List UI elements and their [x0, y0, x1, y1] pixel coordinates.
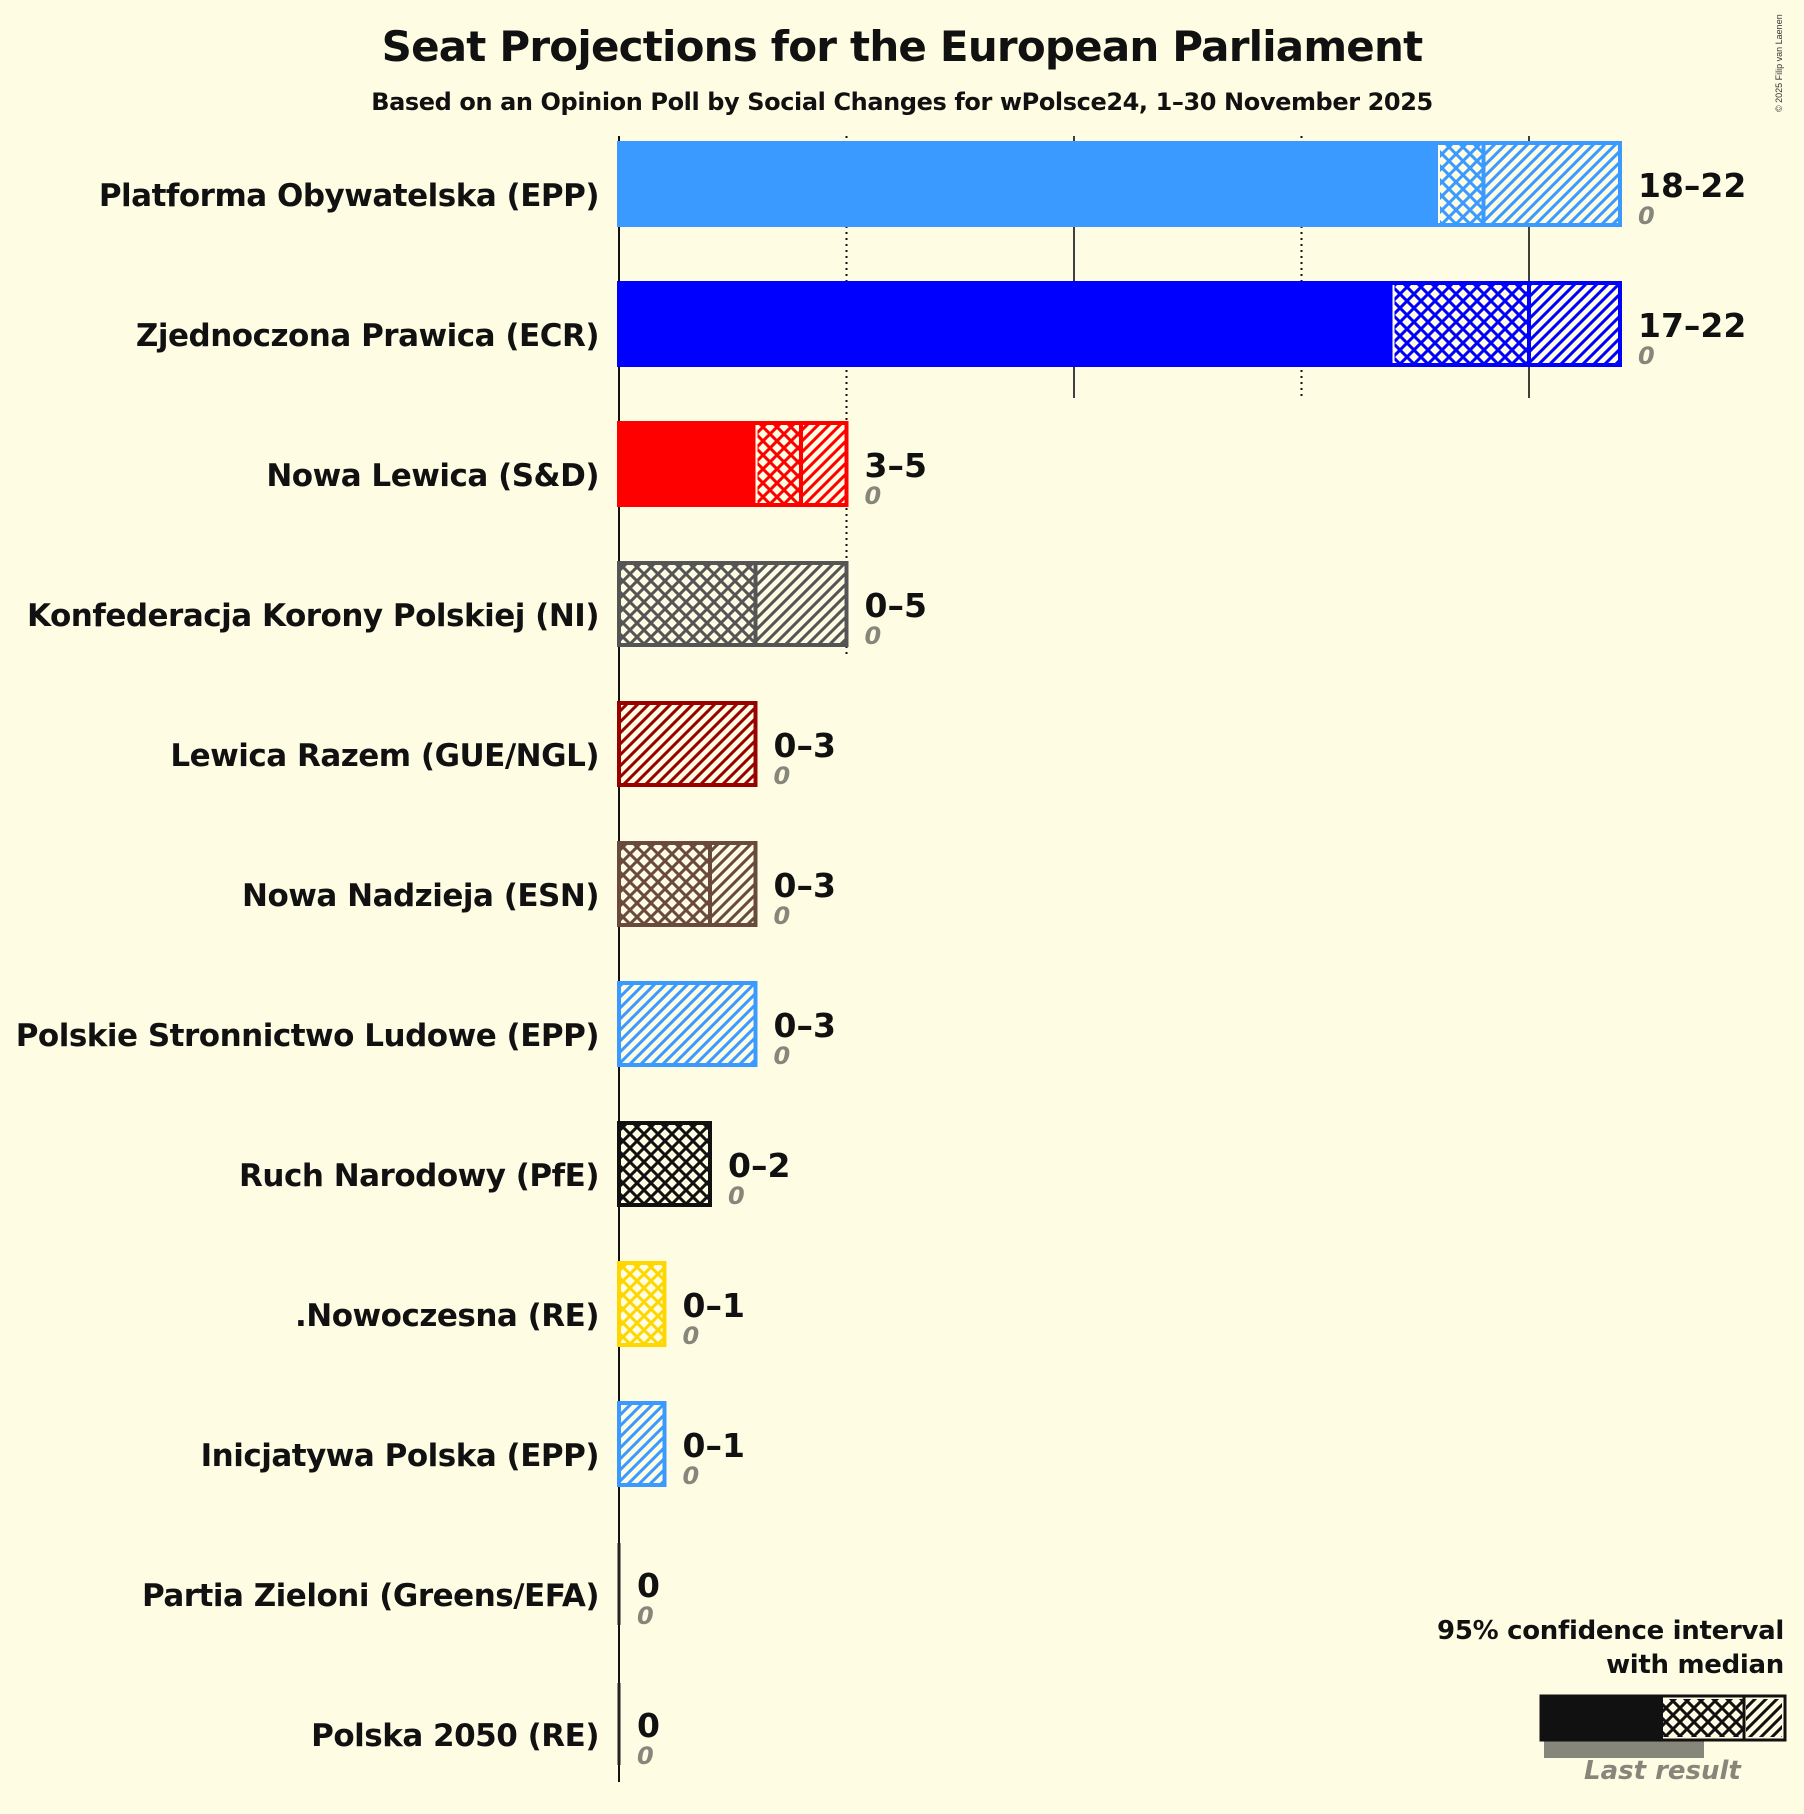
party-label: Partia Zieloni (Greens/EFA): [141, 1578, 600, 1614]
bar-hatch-segment: [757, 565, 845, 643]
legend-title: 95% confidence interval with median: [1437, 1614, 1784, 1682]
bar-hatch-segment: [712, 845, 754, 923]
party-label: Inicjatywa Polska (EPP): [200, 1438, 600, 1474]
bar-group: [617, 841, 758, 927]
last-result-label: 0: [1638, 342, 1655, 370]
party-label: .Nowoczesna (RE): [294, 1298, 600, 1334]
last-result-label: 0: [773, 902, 791, 930]
seat-range-label: 3–5: [864, 446, 927, 485]
legend-crosshatch-segment: [1663, 1699, 1743, 1737]
party-label: Nowa Lewica (S&D): [266, 458, 599, 494]
party-label: Zjednoczona Prawica (ECR): [135, 318, 600, 354]
bars: [617, 141, 1622, 1765]
bar-outline: [617, 141, 1622, 227]
party-label: Lewica Razem (GUE/NGL): [170, 738, 599, 774]
bar-crosshatch-segment: [1440, 145, 1484, 223]
party-label: Platforma Obywatelska (EPP): [98, 178, 600, 214]
last-result-label: 0: [864, 622, 882, 650]
legend-solid-segment: [1541, 1696, 1663, 1740]
legend-title-line1: 95% confidence interval: [1437, 1616, 1784, 1646]
bar-group: [617, 701, 758, 787]
seat-range-label: 0–1: [682, 1426, 745, 1465]
chart-title: Seat Projections for the European Parlia…: [381, 22, 1424, 71]
bar-group: [617, 561, 849, 647]
legend-outline: [1539, 1694, 1787, 1742]
seat-range-label: 0–3: [773, 726, 836, 765]
last-result-label: 0: [637, 1602, 654, 1630]
seat-range-label: 0–5: [864, 586, 927, 625]
bar-group: [617, 281, 1622, 367]
bar-solid-segment: [619, 423, 756, 505]
party-label: Nowa Nadzieja (ESN): [242, 878, 599, 914]
party-label: Konfederacja Korony Polskiej (NI): [26, 598, 600, 634]
bar-outline: [617, 1401, 667, 1487]
bar-crosshatch-segment: [757, 425, 801, 503]
last-result-label: 0: [773, 762, 791, 790]
seat-range-label: 0–3: [773, 866, 836, 905]
bar-hatch-segment: [1485, 145, 1618, 223]
last-result-label: 0: [773, 1042, 791, 1070]
seat-range-label: 18–22: [1638, 166, 1747, 205]
seat-range-label: 17–22: [1638, 306, 1747, 345]
bar-outline: [617, 281, 1622, 367]
legend-title-line2: with median: [1606, 1650, 1784, 1680]
bar-crosshatch-segment: [1394, 285, 1529, 363]
seat-range-label: 0–3: [773, 1006, 836, 1045]
bar-crosshatch-segment: [621, 565, 756, 643]
seat-range-label: 0: [637, 1566, 660, 1605]
bar-group: [617, 1121, 712, 1207]
legend-last-result-label: Last result: [1584, 1756, 1741, 1786]
last-result-label: 0: [1638, 202, 1655, 230]
last-result-label: 0: [682, 1322, 700, 1350]
bar-group: [617, 981, 758, 1067]
bar-outline: [617, 1121, 712, 1207]
bar-group: [617, 1261, 667, 1347]
bar-hatch-segment: [621, 705, 754, 783]
last-result-label: 0: [864, 482, 882, 510]
bar-hatch-segment: [803, 425, 845, 503]
bar-outline: [617, 701, 758, 787]
bar-hatch-segment: [621, 985, 754, 1063]
party-label: Ruch Narodowy (PfE): [239, 1158, 599, 1194]
bar-outline: [617, 561, 849, 647]
bar-outline: [617, 421, 849, 507]
bar-crosshatch-segment: [621, 1265, 665, 1343]
seat-range-label: 0: [637, 1706, 660, 1745]
bar-outline: [617, 981, 758, 1067]
bar-group: [617, 421, 849, 507]
bar-hatch-segment: [1531, 285, 1618, 363]
last-result-label: 0: [728, 1182, 745, 1210]
bar-hatch-segment: [621, 1405, 663, 1483]
bar-group: [617, 141, 1622, 227]
legend-last-result-bar: [1544, 1740, 1704, 1758]
legend-graphic: [1539, 1694, 1787, 1758]
bar-solid-segment: [619, 283, 1393, 365]
bar-outline: [617, 1261, 667, 1347]
seat-range-label: 0–1: [682, 1286, 745, 1325]
chart-subtitle: Based on an Opinion Poll by Social Chang…: [371, 88, 1433, 116]
party-label: Polskie Stronnictwo Ludowe (EPP): [15, 1018, 600, 1054]
bar-crosshatch-segment: [621, 845, 710, 923]
seat-range-label: 0–2: [728, 1146, 791, 1185]
bar-group: [617, 1401, 667, 1487]
gridlines: [618, 136, 1530, 1782]
last-result-label: 0: [637, 1742, 654, 1770]
bar-crosshatch-segment: [621, 1125, 710, 1203]
bar-solid-segment: [619, 143, 1438, 225]
last-result-label: 0: [682, 1462, 700, 1490]
bar-outline: [617, 841, 758, 927]
legend-hatch-segment: [1746, 1699, 1782, 1737]
party-label: Polska 2050 (RE): [311, 1718, 599, 1754]
